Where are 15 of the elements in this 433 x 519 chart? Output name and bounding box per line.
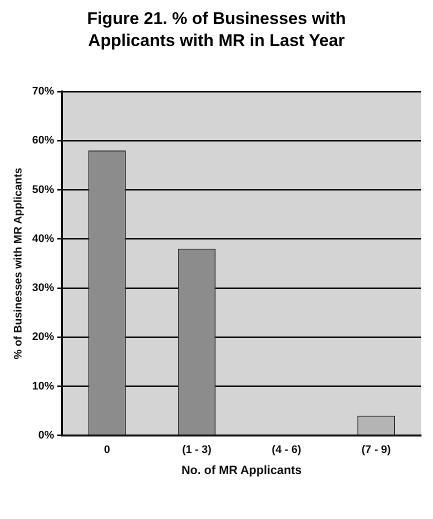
y-tick-label: 30%: [32, 282, 54, 294]
y-tick-label: 20%: [32, 331, 54, 344]
y-tick-label: 50%: [32, 184, 54, 196]
x-tick-label: (7 - 9): [361, 444, 392, 456]
y-tick-label: 40%: [32, 233, 54, 246]
y-axis-title: % of Businesses with MR Applicants: [12, 168, 25, 360]
x-axis-title: No. of MR Applicants: [182, 463, 302, 478]
chart-title: Figure 21. % of Businesses with Applicants with MR in Last Year: [86, 8, 347, 52]
x-tick-label: 0: [104, 444, 110, 456]
x-tick-label: (1 - 3): [182, 444, 212, 456]
y-tick-label: 60%: [32, 134, 54, 147]
x-tick-label: (4 - 6): [272, 444, 302, 456]
y-tick-label: 70%: [32, 86, 54, 98]
y-tick-label: 10%: [32, 380, 54, 393]
y-tick-label: 0%: [38, 430, 54, 442]
